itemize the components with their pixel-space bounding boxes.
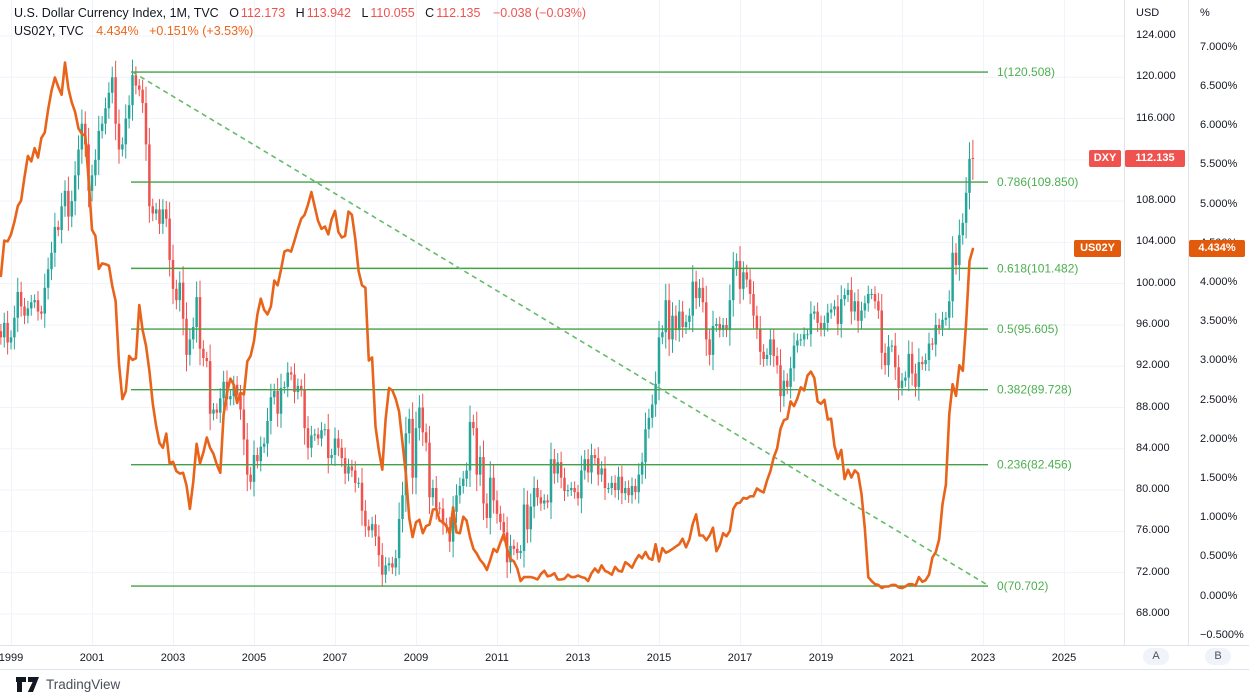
- fib-label: 0.5(95.605): [997, 322, 1058, 336]
- pct-tick-label: 6.000%: [1200, 119, 1238, 132]
- fib-label: 0.382(89.728): [997, 383, 1072, 397]
- tradingview-logo-icon: [16, 677, 39, 692]
- usd-tick-label: 104.000: [1136, 235, 1176, 248]
- ohlc-open-value: 112.173: [240, 6, 286, 20]
- tradingview-logo[interactable]: TradingView: [16, 677, 120, 692]
- usd-tick-label: 84.000: [1136, 441, 1170, 454]
- year-label: 2013: [565, 652, 591, 664]
- us02y-price-tag: 4.434%: [1189, 240, 1245, 258]
- dxy-candles: [0, 59, 975, 587]
- fib-label: 0.236(82.456): [997, 458, 1072, 472]
- tradingview-logo-text: TradingView: [46, 677, 121, 692]
- year-label: 2001: [79, 652, 105, 664]
- ohlc-high-value: 113.942: [306, 6, 351, 20]
- ohlc-open-label: O: [229, 6, 239, 20]
- us02y-value: 4.434%: [96, 24, 139, 38]
- year-label: 2005: [241, 652, 267, 664]
- usd-tick-label: 76.000: [1136, 524, 1170, 537]
- usd-scale-mode-button[interactable]: A: [1143, 648, 1169, 665]
- legend-dxy[interactable]: U.S. Dollar Currency Index, 1M, TVC O 112…: [14, 6, 586, 20]
- dxy-series-tag: DXY: [1089, 149, 1121, 167]
- pct-tick-label: 4.000%: [1200, 275, 1238, 288]
- pct-tick-label: 0.000%: [1200, 589, 1238, 602]
- us02y-change: +0.151% (+3.53%): [149, 24, 254, 38]
- pct-tick-label: 3.000%: [1200, 354, 1238, 367]
- dxy-price-tag: 112.135: [1125, 149, 1185, 167]
- year-label: 2003: [160, 652, 186, 664]
- pct-tick-label: −0.500%: [1200, 628, 1244, 641]
- year-label: 2015: [646, 652, 672, 664]
- pct-tick-label: 1.500%: [1200, 472, 1238, 485]
- pct-tick-label: 5.500%: [1200, 158, 1238, 171]
- year-label: 1999: [0, 652, 24, 664]
- usd-axis-title: USD: [1136, 7, 1160, 19]
- year-label: 2021: [889, 652, 915, 664]
- legend-us02y[interactable]: US02Y, TVC 4.434% +0.151% (+3.53%): [14, 24, 253, 38]
- year-label: 2019: [808, 652, 834, 664]
- pct-tick-label: 2.500%: [1200, 393, 1238, 406]
- pct-tick-label: 3.500%: [1200, 315, 1238, 328]
- usd-price-axis[interactable]: USD 124.000120.000116.000112.000108.0001…: [1124, 0, 1189, 669]
- usd-tick-label: 96.000: [1136, 317, 1170, 330]
- ohlc-high-label: H: [295, 6, 305, 20]
- year-label: 2017: [727, 652, 753, 664]
- fib-label: 0.618(101.482): [997, 261, 1078, 275]
- usd-tick-label: 92.000: [1136, 359, 1170, 372]
- ohlc-low-label: L: [361, 6, 369, 20]
- fib-label: 1(120.508): [997, 65, 1055, 79]
- pct-scale-mode-button[interactable]: B: [1205, 648, 1231, 665]
- grid: [0, 0, 1124, 645]
- fib-label: 0.786(109.850): [997, 175, 1078, 189]
- dxy-change: −0.038 (−0.03%): [492, 6, 587, 20]
- us02y-series-tag: US02Y: [1074, 240, 1121, 258]
- usd-tick-label: 68.000: [1136, 606, 1170, 619]
- ohlc-low-value: 110.055: [370, 6, 415, 20]
- usd-tick-label: 116.000: [1136, 111, 1175, 124]
- usd-tick-label: 88.000: [1136, 400, 1170, 413]
- usd-tick-label: 108.000: [1136, 194, 1176, 207]
- us02y-symbol-title[interactable]: US02Y, TVC: [14, 24, 84, 38]
- pct-tick-label: 0.500%: [1200, 550, 1238, 563]
- usd-tick-label: 72.000: [1136, 565, 1170, 578]
- year-label: 2009: [403, 652, 429, 664]
- fib-retracement[interactable]: 1(120.508) 0.786(109.850) 0.618(101.482) 0.…: [131, 65, 1078, 593]
- pct-axis-title: %: [1200, 7, 1210, 19]
- ohlc-close-label: C: [425, 6, 435, 20]
- ohlc-close-value: 112.135: [436, 6, 481, 20]
- time-axis[interactable]: 1999 2001 2003 2005 2007 2009 2011 2013 2015 2017…: [0, 645, 1249, 670]
- year-label: 2007: [322, 652, 348, 664]
- year-label: 2023: [970, 652, 996, 664]
- usd-tick-label: 80.000: [1136, 483, 1170, 496]
- year-label: 2025: [1051, 652, 1077, 664]
- year-label: 2011: [485, 652, 509, 664]
- us02y-line[interactable]: [0, 61, 975, 590]
- pct-tick-label: 7.000%: [1200, 40, 1238, 53]
- footer-bar: TradingView: [0, 669, 1249, 698]
- usd-tick-label: 100.000: [1136, 276, 1176, 289]
- dxy-symbol-title[interactable]: U.S. Dollar Currency Index, 1M, TVC: [14, 6, 219, 20]
- trendline-dashed[interactable]: [132, 71, 987, 585]
- pct-tick-label: 5.000%: [1200, 197, 1238, 210]
- pct-tick-label: 6.500%: [1200, 79, 1238, 92]
- pct-tick-label: 2.000%: [1200, 432, 1238, 445]
- price-chart[interactable]: 1(120.508) 0.786(109.850) 0.618(101.482) 0.…: [0, 0, 1124, 645]
- usd-tick-label: 120.000: [1136, 70, 1176, 83]
- fib-label: 0(70.702): [997, 579, 1048, 593]
- usd-tick-label: 124.000: [1136, 29, 1176, 41]
- pct-tick-label: 1.000%: [1200, 511, 1238, 524]
- percent-axis[interactable]: % 7.000%6.500%6.000%5.500%5.000%4.500%4.…: [1188, 0, 1249, 669]
